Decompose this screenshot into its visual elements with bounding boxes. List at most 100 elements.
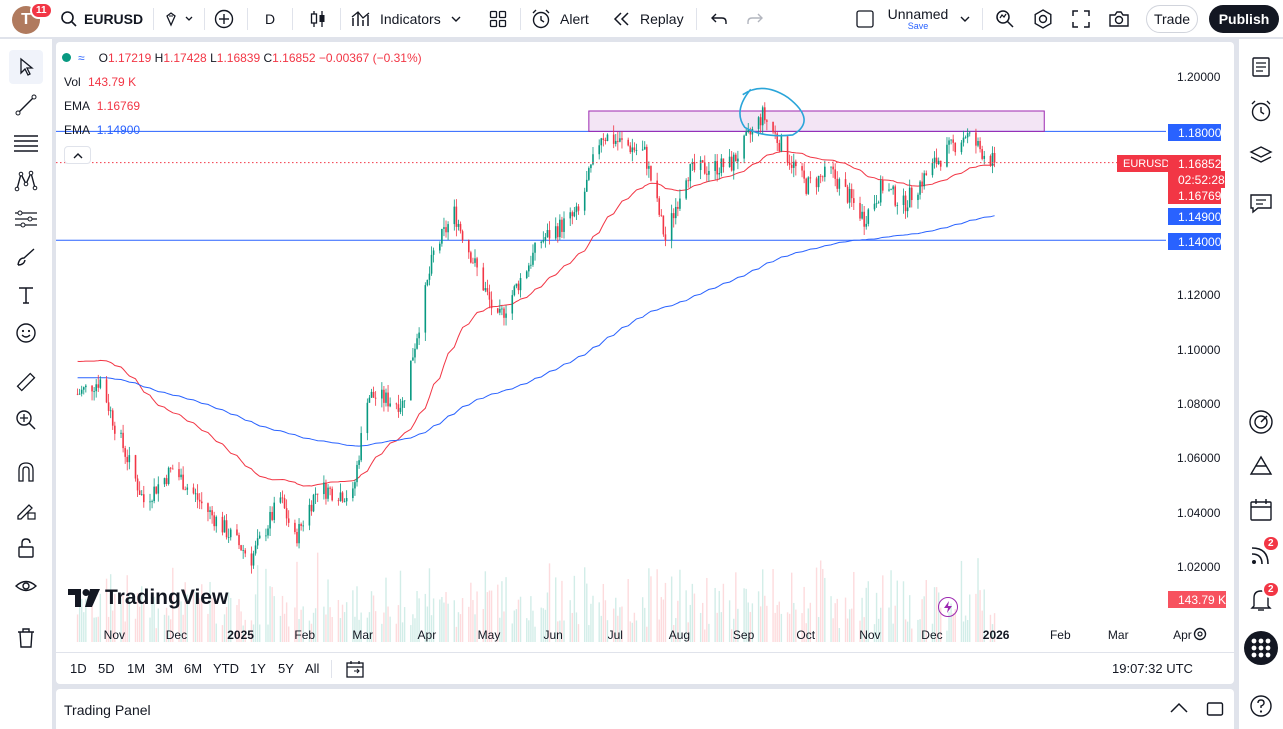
technicals-button[interactable] (1243, 404, 1279, 440)
trading-panel-tab[interactable]: Trading Panel (64, 702, 151, 718)
cursor-tool[interactable] (9, 50, 43, 84)
tradingview-watermark[interactable]: TradingView (68, 586, 228, 610)
candle-body (935, 157, 938, 164)
fib-tool[interactable] (9, 126, 43, 160)
brush-tool[interactable] (9, 240, 43, 274)
pattern-tool[interactable] (9, 164, 43, 198)
maximize-panel-button[interactable] (1206, 700, 1224, 723)
range-1d[interactable]: 1D (70, 661, 87, 676)
candle-body (774, 132, 776, 134)
range-5d[interactable]: 5D (98, 661, 115, 676)
notifications-button[interactable] (1243, 582, 1279, 618)
volume-bar (283, 613, 286, 642)
volume-legend[interactable]: Vol 143.79 K (64, 75, 136, 89)
pine-editor-button[interactable] (1243, 448, 1279, 484)
compare-symbol-button[interactable] (158, 0, 200, 38)
volume-bar (880, 607, 882, 642)
candle-body (503, 308, 505, 318)
trade-button[interactable]: Trade (1146, 5, 1198, 33)
publish-button[interactable]: Publish (1209, 5, 1279, 33)
volume-bar (714, 587, 716, 642)
lock-drawing-tool[interactable] (9, 493, 43, 527)
candle-body (546, 230, 549, 237)
candle-body (186, 487, 189, 490)
indicators-button[interactable]: Indicators (350, 0, 476, 38)
replay-button[interactable]: Replay (612, 0, 686, 38)
candle-body (807, 177, 810, 194)
volume-bar (685, 590, 687, 642)
candle-body (716, 161, 718, 175)
volume-bar (836, 598, 838, 642)
forecast-tool[interactable] (9, 202, 43, 236)
range-6m[interactable]: 6M (184, 661, 203, 676)
range-all[interactable]: All (305, 661, 320, 676)
layout-name-button[interactable]: Unnamed Save (884, 0, 952, 38)
volume-bar (917, 619, 919, 642)
layouts-button[interactable] (484, 0, 512, 38)
redo-button[interactable] (742, 0, 768, 38)
trendline-tool[interactable] (9, 88, 43, 122)
volume-bar (474, 614, 476, 642)
alerts-button[interactable] (1243, 93, 1279, 129)
volume-bar (345, 602, 348, 642)
snapshot-button[interactable] (1106, 0, 1132, 38)
goto-date-button[interactable] (345, 659, 365, 682)
candle-body (950, 139, 952, 141)
volume-bar (461, 598, 464, 642)
watchlist-button[interactable] (1243, 49, 1279, 85)
range-5y[interactable]: 5Y (278, 661, 294, 676)
volume-bar (834, 603, 836, 642)
layout-menu-button[interactable] (956, 0, 974, 38)
volume-bar (641, 597, 644, 642)
chart-pane[interactable]: ≈ O1.17219 H1.17428 L1.16839 C1.16852 −0.… (56, 42, 1234, 684)
expand-panel-button[interactable] (1170, 701, 1188, 719)
range-1y[interactable]: 1Y (250, 661, 266, 676)
zoom-tool[interactable] (9, 403, 43, 437)
measure-tool[interactable] (9, 365, 43, 399)
products-menu-button[interactable] (1243, 630, 1279, 666)
fullscreen-button[interactable] (1068, 0, 1094, 38)
range-1m[interactable]: 1M (127, 661, 146, 676)
range-3m[interactable]: 3M (155, 661, 174, 676)
magnet-tool[interactable] (9, 455, 43, 489)
remove-drawings-tool[interactable] (9, 621, 43, 655)
emoji-tool[interactable] (9, 316, 43, 350)
volume-bar (341, 604, 344, 642)
volume-bar (76, 614, 79, 642)
candle-body (267, 528, 269, 536)
hide-drawings-tool[interactable] (9, 569, 43, 603)
settings-button[interactable] (1030, 0, 1056, 38)
candle-body (540, 241, 543, 243)
collapse-legend-button[interactable] (64, 146, 91, 164)
alert-button[interactable]: Alert (530, 0, 596, 38)
ideas-stream-button[interactable] (1243, 537, 1279, 573)
volume-bar (604, 600, 607, 642)
chats-button[interactable] (1243, 185, 1279, 221)
time-axis[interactable]: Nov Dec 2025 Feb Mar Apr May Jun Jul Aug Sep Oct Nov… (56, 624, 1192, 646)
axis-settings-button[interactable] (1192, 626, 1208, 647)
quick-search-button[interactable] (992, 0, 1018, 38)
symbol-search[interactable]: EURUSD (54, 0, 154, 38)
candle-body (569, 212, 572, 219)
volume-bar (256, 565, 259, 642)
data-window-button[interactable] (1243, 138, 1279, 174)
candle-body (441, 228, 443, 244)
lock-all-tool[interactable] (9, 531, 43, 565)
interval-button[interactable]: D (264, 11, 276, 27)
price-chart[interactable] (56, 42, 1234, 652)
ema-fast-legend[interactable]: EMA 1.16769 (64, 99, 140, 113)
candle-body (310, 504, 313, 512)
clock-utc[interactable]: 19:07:32 UTC (1112, 661, 1193, 676)
volume-bar (499, 617, 501, 642)
chart-type-button[interactable] (303, 0, 333, 38)
layout-checkbox[interactable] (852, 0, 878, 38)
add-symbol-button[interactable] (208, 0, 240, 38)
text-tool[interactable] (9, 278, 43, 312)
undo-button[interactable] (706, 0, 732, 38)
ema-slow-legend[interactable]: EMA 1.14900 (64, 123, 140, 137)
calendar-button[interactable] (1243, 492, 1279, 528)
help-button[interactable] (1243, 688, 1279, 724)
flash-event-button[interactable] (938, 597, 958, 617)
range-ytd[interactable]: YTD (213, 661, 239, 676)
volume-bar (366, 617, 369, 642)
